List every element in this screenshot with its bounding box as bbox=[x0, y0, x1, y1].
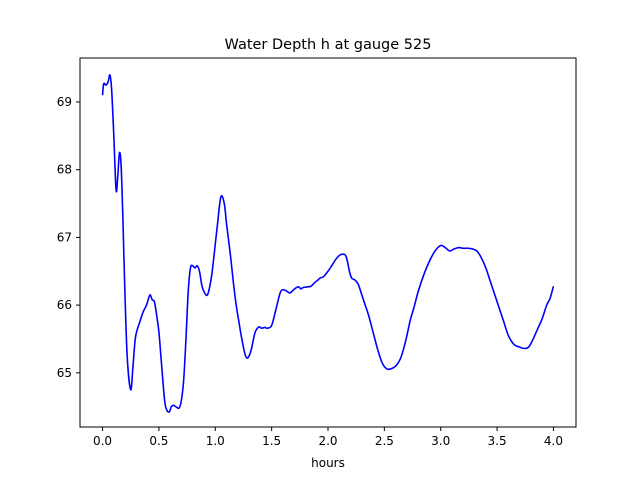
y-tick-label: 69 bbox=[57, 95, 72, 109]
y-tick-label: 65 bbox=[57, 366, 72, 380]
ticks-layer: 0.0 0.5 1.0 1.5 2.0 2.5 3.0 3.5 4.0 65 66 67 68 69 bbox=[57, 95, 563, 448]
plot-frame bbox=[79, 57, 577, 428]
y-tick-label: 68 bbox=[57, 163, 72, 177]
x-tick-label: 1.5 bbox=[262, 434, 281, 448]
x-tick-label: 0.5 bbox=[149, 434, 168, 448]
y-tick-label: 66 bbox=[57, 298, 72, 312]
x-axis-label: hours bbox=[311, 456, 345, 470]
water-depth-line bbox=[101, 74, 555, 413]
x-tick-label: 2.0 bbox=[318, 434, 337, 448]
x-tick-label: 3.5 bbox=[488, 434, 507, 448]
x-tick-label: 0.0 bbox=[93, 434, 112, 448]
x-tick-label: 2.5 bbox=[375, 434, 394, 448]
x-tick-label: 3.0 bbox=[431, 434, 450, 448]
x-tick-label: 4.0 bbox=[544, 434, 563, 448]
chart-title: Water Depth h at gauge 525 bbox=[225, 37, 432, 53]
y-tick-label: 67 bbox=[57, 230, 72, 244]
x-tick-label: 1.0 bbox=[206, 434, 225, 448]
